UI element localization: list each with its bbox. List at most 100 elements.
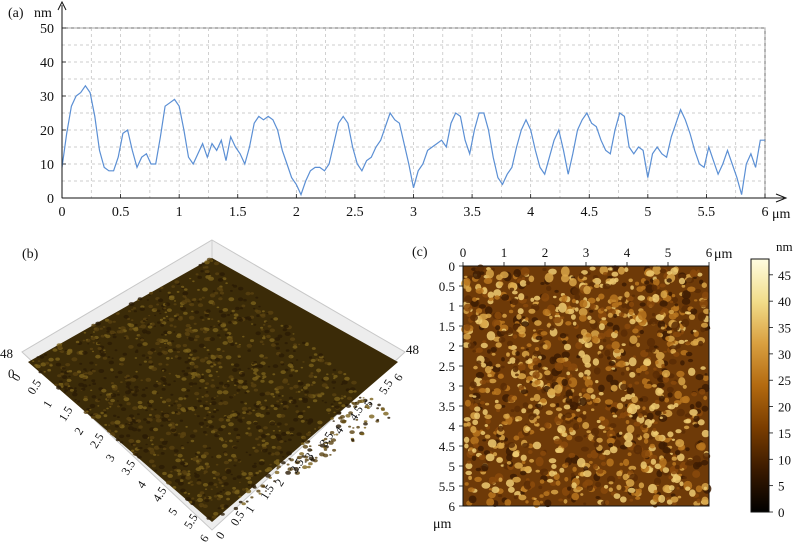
- grain: [583, 466, 589, 472]
- grain: [627, 452, 632, 457]
- surface-bump: [177, 472, 182, 476]
- grain: [579, 397, 587, 406]
- grain: [685, 341, 691, 345]
- surface-bump: [250, 382, 254, 384]
- surface-bump: [317, 420, 323, 425]
- surface-bump: [145, 409, 148, 412]
- grain: [587, 297, 596, 304]
- surface-bump: [188, 357, 191, 359]
- surface-bump: [237, 297, 244, 302]
- surface-bump: [217, 507, 221, 510]
- surface-bump: [246, 420, 252, 425]
- grain: [488, 297, 493, 302]
- surface-bump: [190, 483, 194, 486]
- surface-bump: [253, 323, 257, 326]
- surface-bump: [202, 483, 209, 487]
- surface-bump: [241, 502, 246, 506]
- surface-bump: [307, 465, 311, 469]
- right-axis-tick-label: 5: [361, 397, 376, 410]
- surface-bump: [203, 472, 206, 475]
- grain: [598, 314, 603, 319]
- surface-bump: [204, 270, 210, 274]
- surface-bump: [118, 424, 122, 427]
- surface-bump: [197, 303, 204, 308]
- surface-bump: [264, 329, 270, 334]
- surface-bump: [139, 446, 143, 450]
- grain: [624, 440, 633, 448]
- grain: [689, 403, 695, 410]
- surface-bump: [232, 368, 238, 372]
- surface-bump: [64, 349, 68, 352]
- grain: [672, 331, 682, 338]
- surface-bump: [252, 365, 256, 368]
- surface-bump: [284, 368, 289, 372]
- grain: [619, 431, 623, 435]
- surface-bump: [343, 373, 347, 376]
- surface-bump: [273, 404, 277, 407]
- surface-bump: [310, 372, 314, 375]
- surface-bump: [264, 391, 271, 396]
- grain: [670, 267, 679, 275]
- grain: [616, 356, 621, 360]
- surface-bump: [134, 391, 138, 393]
- grain: [511, 395, 518, 401]
- surface-bump: [200, 454, 207, 459]
- surface-bump: [179, 419, 184, 422]
- y-tick-label: 40: [40, 56, 54, 71]
- grain: [564, 462, 569, 466]
- surface-bump: [202, 404, 206, 407]
- surface-bump: [134, 453, 139, 456]
- x-tick-label: 0: [460, 245, 467, 260]
- surface-bump: [117, 390, 120, 392]
- surface-bump: [137, 413, 140, 416]
- surface-bump: [236, 392, 239, 394]
- surface-bump: [191, 377, 194, 380]
- y-tick-label: 0.5: [439, 279, 455, 294]
- grain: [552, 316, 562, 324]
- surface-bump: [313, 375, 318, 379]
- surface-bump: [203, 430, 207, 434]
- surface-bump: [284, 331, 291, 336]
- surface-bump: [164, 334, 167, 336]
- grain: [604, 484, 609, 489]
- y-tick-label: 3.5: [439, 399, 455, 414]
- grain: [575, 307, 579, 312]
- surface-bump: [290, 337, 296, 342]
- surface-bump: [221, 476, 227, 480]
- grain: [518, 384, 525, 391]
- surface-bump: [185, 426, 188, 428]
- x-tick-label: 2.5: [346, 205, 364, 220]
- z-max-right-label: 48: [406, 342, 419, 357]
- surface-bump: [196, 462, 200, 465]
- grain: [609, 423, 617, 429]
- surface-bump: [312, 399, 318, 403]
- surface-bump: [140, 338, 145, 342]
- grain: [583, 470, 592, 478]
- surface-bump: [181, 446, 184, 449]
- surface-bump: [220, 399, 223, 402]
- grain: [542, 308, 550, 316]
- surface-bump: [72, 372, 79, 376]
- grain: [533, 295, 541, 301]
- grain: [521, 370, 526, 375]
- grain: [568, 452, 576, 458]
- grain: [690, 308, 698, 315]
- left-axis-tick-label: 2.5: [87, 431, 107, 451]
- surface-bump: [197, 300, 200, 303]
- surface-bump: [205, 391, 209, 393]
- surface-bump: [165, 346, 168, 349]
- surface-bump: [285, 470, 291, 475]
- surface-bump: [233, 394, 236, 396]
- grain: [491, 486, 500, 494]
- panel-c-label: (c): [412, 245, 428, 260]
- grain: [662, 467, 670, 473]
- surface-bump: [215, 272, 220, 276]
- grain: [629, 498, 634, 502]
- surface-bump: [323, 446, 327, 449]
- surface-bump: [299, 452, 305, 456]
- surface-bump: [177, 407, 180, 410]
- surface-bump: [217, 334, 221, 337]
- grain: [555, 449, 560, 453]
- surface-bump: [300, 389, 304, 391]
- y-tick-label: 2.5: [439, 359, 455, 374]
